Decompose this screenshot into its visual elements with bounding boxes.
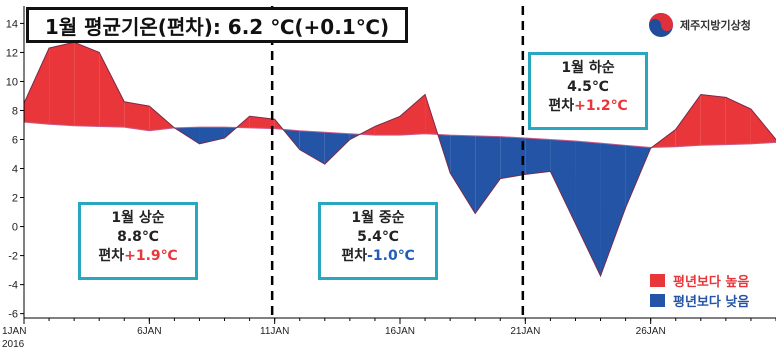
agency-name: 제주지방기상청 [680,19,751,32]
legend-item-below: 평년보다 낮음 [650,290,749,310]
deviation-value: +1.9℃ [124,248,178,264]
period-deviation: 편차+1.9℃ [81,247,195,266]
y-tick-label: 4 [12,164,18,176]
legend-swatch [650,293,665,307]
above-normal-area [750,109,776,144]
info-box-early: 1월 상순 8.8℃ 편차+1.9℃ [78,202,198,280]
above-normal-area [675,94,701,147]
below-normal-area [575,140,601,276]
y-tick-label: 8 [12,105,18,117]
anomaly-fills [23,41,776,278]
period-label: 1월 하순 [561,60,615,76]
period-temp: 8.8℃ [117,229,159,245]
period-deviation: 편차+1.2℃ [531,97,645,116]
below-normal-area [475,135,501,214]
y-tick-label: 2 [12,193,18,205]
above-normal-area [249,116,275,129]
above-normal-area [49,42,75,126]
deviation-label: 편차 [548,98,575,114]
legend-item-above: 평년보다 높음 [650,270,749,290]
below-normal-area [500,136,526,179]
below-normal-area [550,139,576,224]
taegeuk-emblem-icon [649,13,673,37]
above-normal-area [700,94,726,146]
info-box-mid: 1월 중순 5.4℃ 편차-1.0℃ [318,202,438,280]
x-tick-label: 16JAN [385,326,415,337]
x-tick-label: 21JAN [510,326,540,337]
x-tick-label: 11JAN [260,326,289,337]
year-label: 2016 [2,339,25,350]
legend-swatch [650,273,665,287]
x-tick-label: 6JAN [137,326,161,337]
chart-title: 1월 평균기온(편차): 6.2 ℃(+0.1℃) [26,7,408,43]
chart-legend: 평년보다 높음 평년보다 낮음 [650,270,749,310]
below-normal-area [600,143,626,276]
deviation-value: +1.2℃ [574,98,628,114]
above-normal-area [149,106,175,131]
legend-label: 평년보다 낮음 [673,294,750,310]
dekad-dividers [270,6,525,318]
info-box-late: 1월 하순 4.5℃ 편차+1.2℃ [528,52,648,130]
above-normal-area [24,48,50,125]
deviation-label: 편차 [341,248,368,264]
x-tick-label: 26JAN [636,326,666,337]
deviation-value: -1.0℃ [367,248,415,264]
chart-ticks: -6 -4 -2 0 2 4 6 8 10 12 14 1JAN 6JAN 11JAN 16JAN 21JAN… [2,18,776,350]
deviation-label: 편차 [98,248,125,264]
below-normal-area [299,130,325,165]
period-deviation: 편차-1.0℃ [321,247,435,266]
y-tick-label: 12 [6,47,18,59]
above-normal-area [400,94,426,136]
y-tick-label: 6 [12,135,18,147]
y-tick-label: -4 [8,280,18,292]
y-tick-label: 14 [6,18,18,30]
period-label: 1월 중순 [351,210,405,226]
below-normal-area [450,135,476,214]
above-normal-area [99,52,125,128]
observed-series-line [23,41,776,278]
y-tick-label: -6 [8,309,18,321]
period-temp: 5.4℃ [357,229,399,245]
below-normal-area [525,138,551,175]
normal-series-line [23,121,776,148]
y-tick-label: 10 [6,76,18,88]
above-normal-area [124,101,150,131]
below-normal-area [324,132,350,165]
below-normal-area [199,127,225,144]
agency-logo: 제주지방기상청 [648,12,751,38]
legend-label: 평년보다 높음 [673,274,750,290]
x-tick-label: 1JAN [2,326,26,337]
y-tick-label: 0 [12,222,18,234]
period-temp: 4.5℃ [567,79,609,95]
y-tick-label: -2 [8,251,18,263]
above-normal-area [74,42,100,127]
period-label: 1월 상순 [111,210,165,226]
above-normal-area [374,116,400,136]
above-normal-area [725,97,751,145]
